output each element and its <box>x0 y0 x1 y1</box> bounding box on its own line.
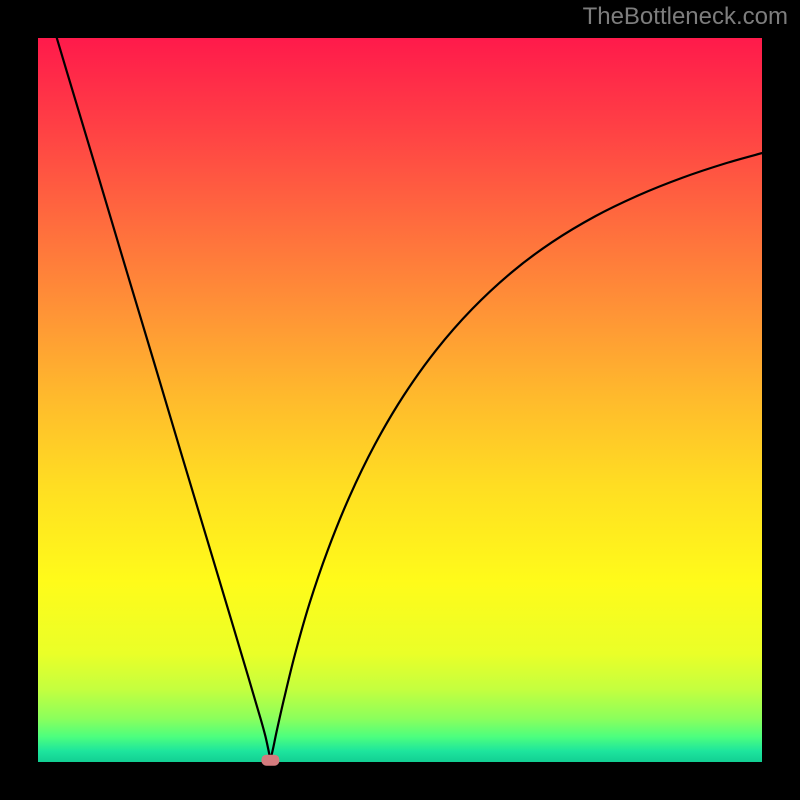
chart-svg: TheBottleneck.com <box>0 0 800 800</box>
optimal-point-marker <box>261 755 279 766</box>
watermark-text: TheBottleneck.com <box>583 3 788 30</box>
bottleneck-chart: TheBottleneck.com <box>0 0 800 800</box>
